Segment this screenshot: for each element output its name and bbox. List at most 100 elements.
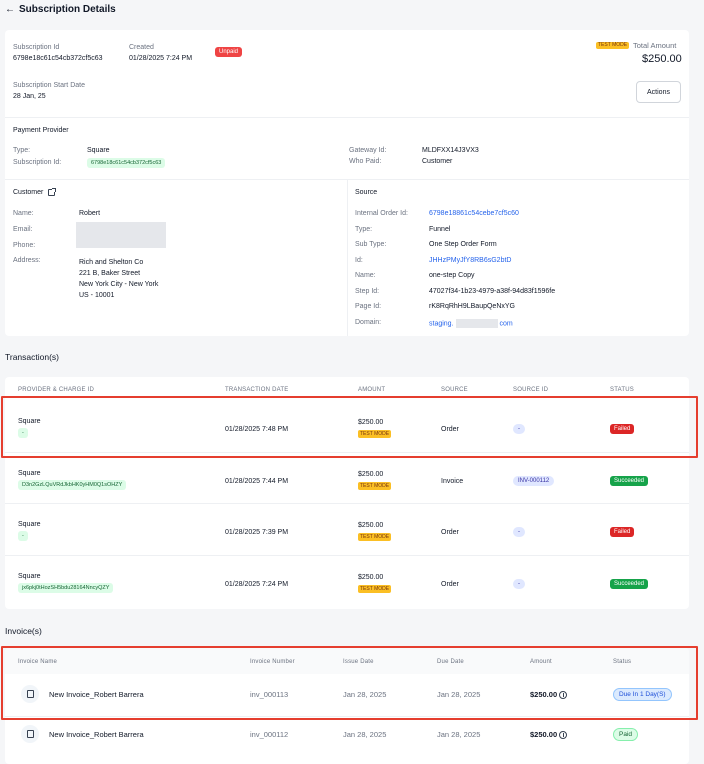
invoice-number: inv_000113 <box>250 690 289 699</box>
redacted-contact <box>76 222 166 248</box>
tx-date: 01/28/2025 7:44 PM <box>225 477 289 485</box>
source-row-label: Domain: <box>355 318 382 326</box>
invoice-amount: $250.00 <box>530 730 568 740</box>
customer-heading: Customer <box>13 188 57 196</box>
source-row-label: Step Id: <box>355 287 380 295</box>
tx-source-id[interactable]: - <box>513 578 525 589</box>
address-line: 221 B, Baker Street <box>79 270 141 277</box>
tx-source: Order <box>441 529 459 536</box>
tx-charge-id: jx6pkj0tHozSH5bdu28164NncyQZY <box>18 582 114 593</box>
subscription-id-value: 6798e18c61c54cb372cf5c63 <box>13 55 103 62</box>
col-amount: AMOUNT <box>358 387 386 393</box>
col-due-date: Due Date <box>437 659 464 665</box>
col-provider: PROVIDER & CHARGE ID <box>18 387 95 393</box>
payment-subid-chip: 6798e18c61c54cb372cf5c63 <box>87 158 166 168</box>
invoice-issue-date: Jan 28, 2025 <box>343 690 387 699</box>
info-icon[interactable] <box>559 731 568 740</box>
col-source: SOURCE <box>441 387 468 393</box>
tx-status-badge: Succeeded <box>610 475 649 486</box>
tx-status-badge: Failed <box>610 424 635 434</box>
tx-source: Invoice <box>441 477 464 485</box>
source-domain-link[interactable]: staging. com <box>429 318 513 328</box>
invoice-amount: $250.00 <box>530 690 568 700</box>
tx-status-badge: Succeeded <box>610 578 649 589</box>
customer-name-value: Robert <box>79 210 101 217</box>
domain-part: staging. <box>429 319 454 327</box>
total-amount-label: Total Amount <box>633 41 677 50</box>
source-row-value: rK8RqRhH9LBaupQeNxYG <box>429 303 515 310</box>
source-row-link[interactable]: JHHzPMyJfY8RB6sG2btD <box>429 256 512 264</box>
invoice-due-date: Jan 28, 2025 <box>437 690 481 699</box>
tx-test-mode-badge: TEST MODE <box>358 481 392 490</box>
info-icon[interactable] <box>559 691 568 700</box>
test-mode-badge: TEST MODE <box>596 42 630 49</box>
tx-charge-id: D3n2GzLQuVRdJkbHK0yHM0Q1sOHZY <box>18 479 127 490</box>
transactions-table <box>5 377 689 609</box>
source-row-value: one-step Copy <box>429 272 475 279</box>
back-arrow-icon[interactable]: ← <box>5 4 15 15</box>
tx-provider: Square <box>18 418 41 425</box>
payment-type-value: Square <box>87 147 110 154</box>
payment-provider-heading: Payment Provider <box>13 127 69 134</box>
invoices-heading: Invoice(s) <box>5 626 42 636</box>
tx-provider: Square <box>18 469 41 477</box>
source-row-label: Sub Type: <box>355 241 387 248</box>
invoices-header-row <box>5 648 689 674</box>
transactions-heading: Transaction(s) <box>5 352 60 362</box>
tx-source-id[interactable]: - <box>513 424 525 434</box>
tx-amount: $250.00 <box>358 419 384 426</box>
tx-source-id[interactable]: - <box>513 527 525 537</box>
col-invoice-amount: Amount <box>530 659 552 665</box>
status-badge: Unpaid <box>215 47 243 57</box>
tx-source-id[interactable]: INV-000112 <box>513 475 555 486</box>
tx-provider: Square <box>18 521 41 528</box>
source-row-label: Id: <box>355 256 363 264</box>
tx-date: 01/28/2025 7:48 PM <box>225 426 289 433</box>
actions-button[interactable]: Actions <box>636 81 681 103</box>
source-heading: Source <box>355 189 378 196</box>
tx-charge-id: - <box>18 428 28 438</box>
tx-charge-id: - <box>18 531 28 541</box>
external-link-icon[interactable] <box>48 188 57 196</box>
invoice-icon <box>21 725 39 743</box>
source-row-value: One Step Order Form <box>429 241 497 248</box>
invoice-issue-date: Jan 28, 2025 <box>343 730 387 739</box>
customer-address-label: Address: <box>13 257 41 264</box>
tx-test-mode-badge: TEST MODE <box>358 584 392 593</box>
source-row-link[interactable]: 6798e18861c54cebe7cf5c60 <box>429 210 519 217</box>
col-issue-date: Issue Date <box>343 659 374 665</box>
total-amount-value: $250.00 <box>642 53 682 65</box>
page-title: Subscription Details <box>19 4 116 15</box>
invoice-name[interactable]: New Invoice_Robert Barrera <box>49 690 144 699</box>
tx-amount: $250.00 <box>358 522 384 529</box>
tx-status-badge: Failed <box>610 527 635 537</box>
invoice-icon <box>21 685 39 703</box>
invoice-name[interactable]: New Invoice_Robert Barrera <box>49 730 144 739</box>
col-invoice-number: Invoice Number <box>250 659 295 665</box>
invoice-status-pill: Due In 1 Day(S) <box>613 688 672 701</box>
address-line: US - 10001 <box>79 292 115 299</box>
tx-amount: $250.00 <box>358 470 384 478</box>
source-row-value: 47027f34-1b23-4979-a38f-94d83f1596fe <box>429 287 556 295</box>
col-invoice-status: Status <box>613 659 632 665</box>
address-line: Rich and Shelton Co <box>79 259 144 266</box>
customer-name-label: Name: <box>13 210 34 217</box>
customer-heading-text: Customer <box>13 189 44 196</box>
tx-date: 01/28/2025 7:39 PM <box>225 529 289 536</box>
created-value: 01/28/2025 7:24 PM <box>129 55 193 62</box>
start-date-value: 28 Jan, 25 <box>13 93 46 100</box>
domain-part: com <box>499 319 513 327</box>
tx-test-mode-badge: TEST MODE <box>358 430 392 438</box>
page-header: ← Subscription Details <box>5 4 116 15</box>
tx-source: Order <box>441 580 459 588</box>
invoice-status-pill: Paid <box>613 728 639 741</box>
source-row-label: Internal Order Id: <box>355 210 408 217</box>
source-row-label: Type: <box>355 225 373 233</box>
tx-provider: Square <box>18 572 41 580</box>
tx-amount: $250.00 <box>358 573 384 581</box>
gateway-id-label: Gateway Id: <box>349 147 387 154</box>
who-paid-label: Who Paid: <box>349 158 382 165</box>
created-label: Created <box>129 44 154 51</box>
payment-type-label: Type: <box>13 147 31 154</box>
invoice-amount-value: $250.00 <box>530 730 558 739</box>
